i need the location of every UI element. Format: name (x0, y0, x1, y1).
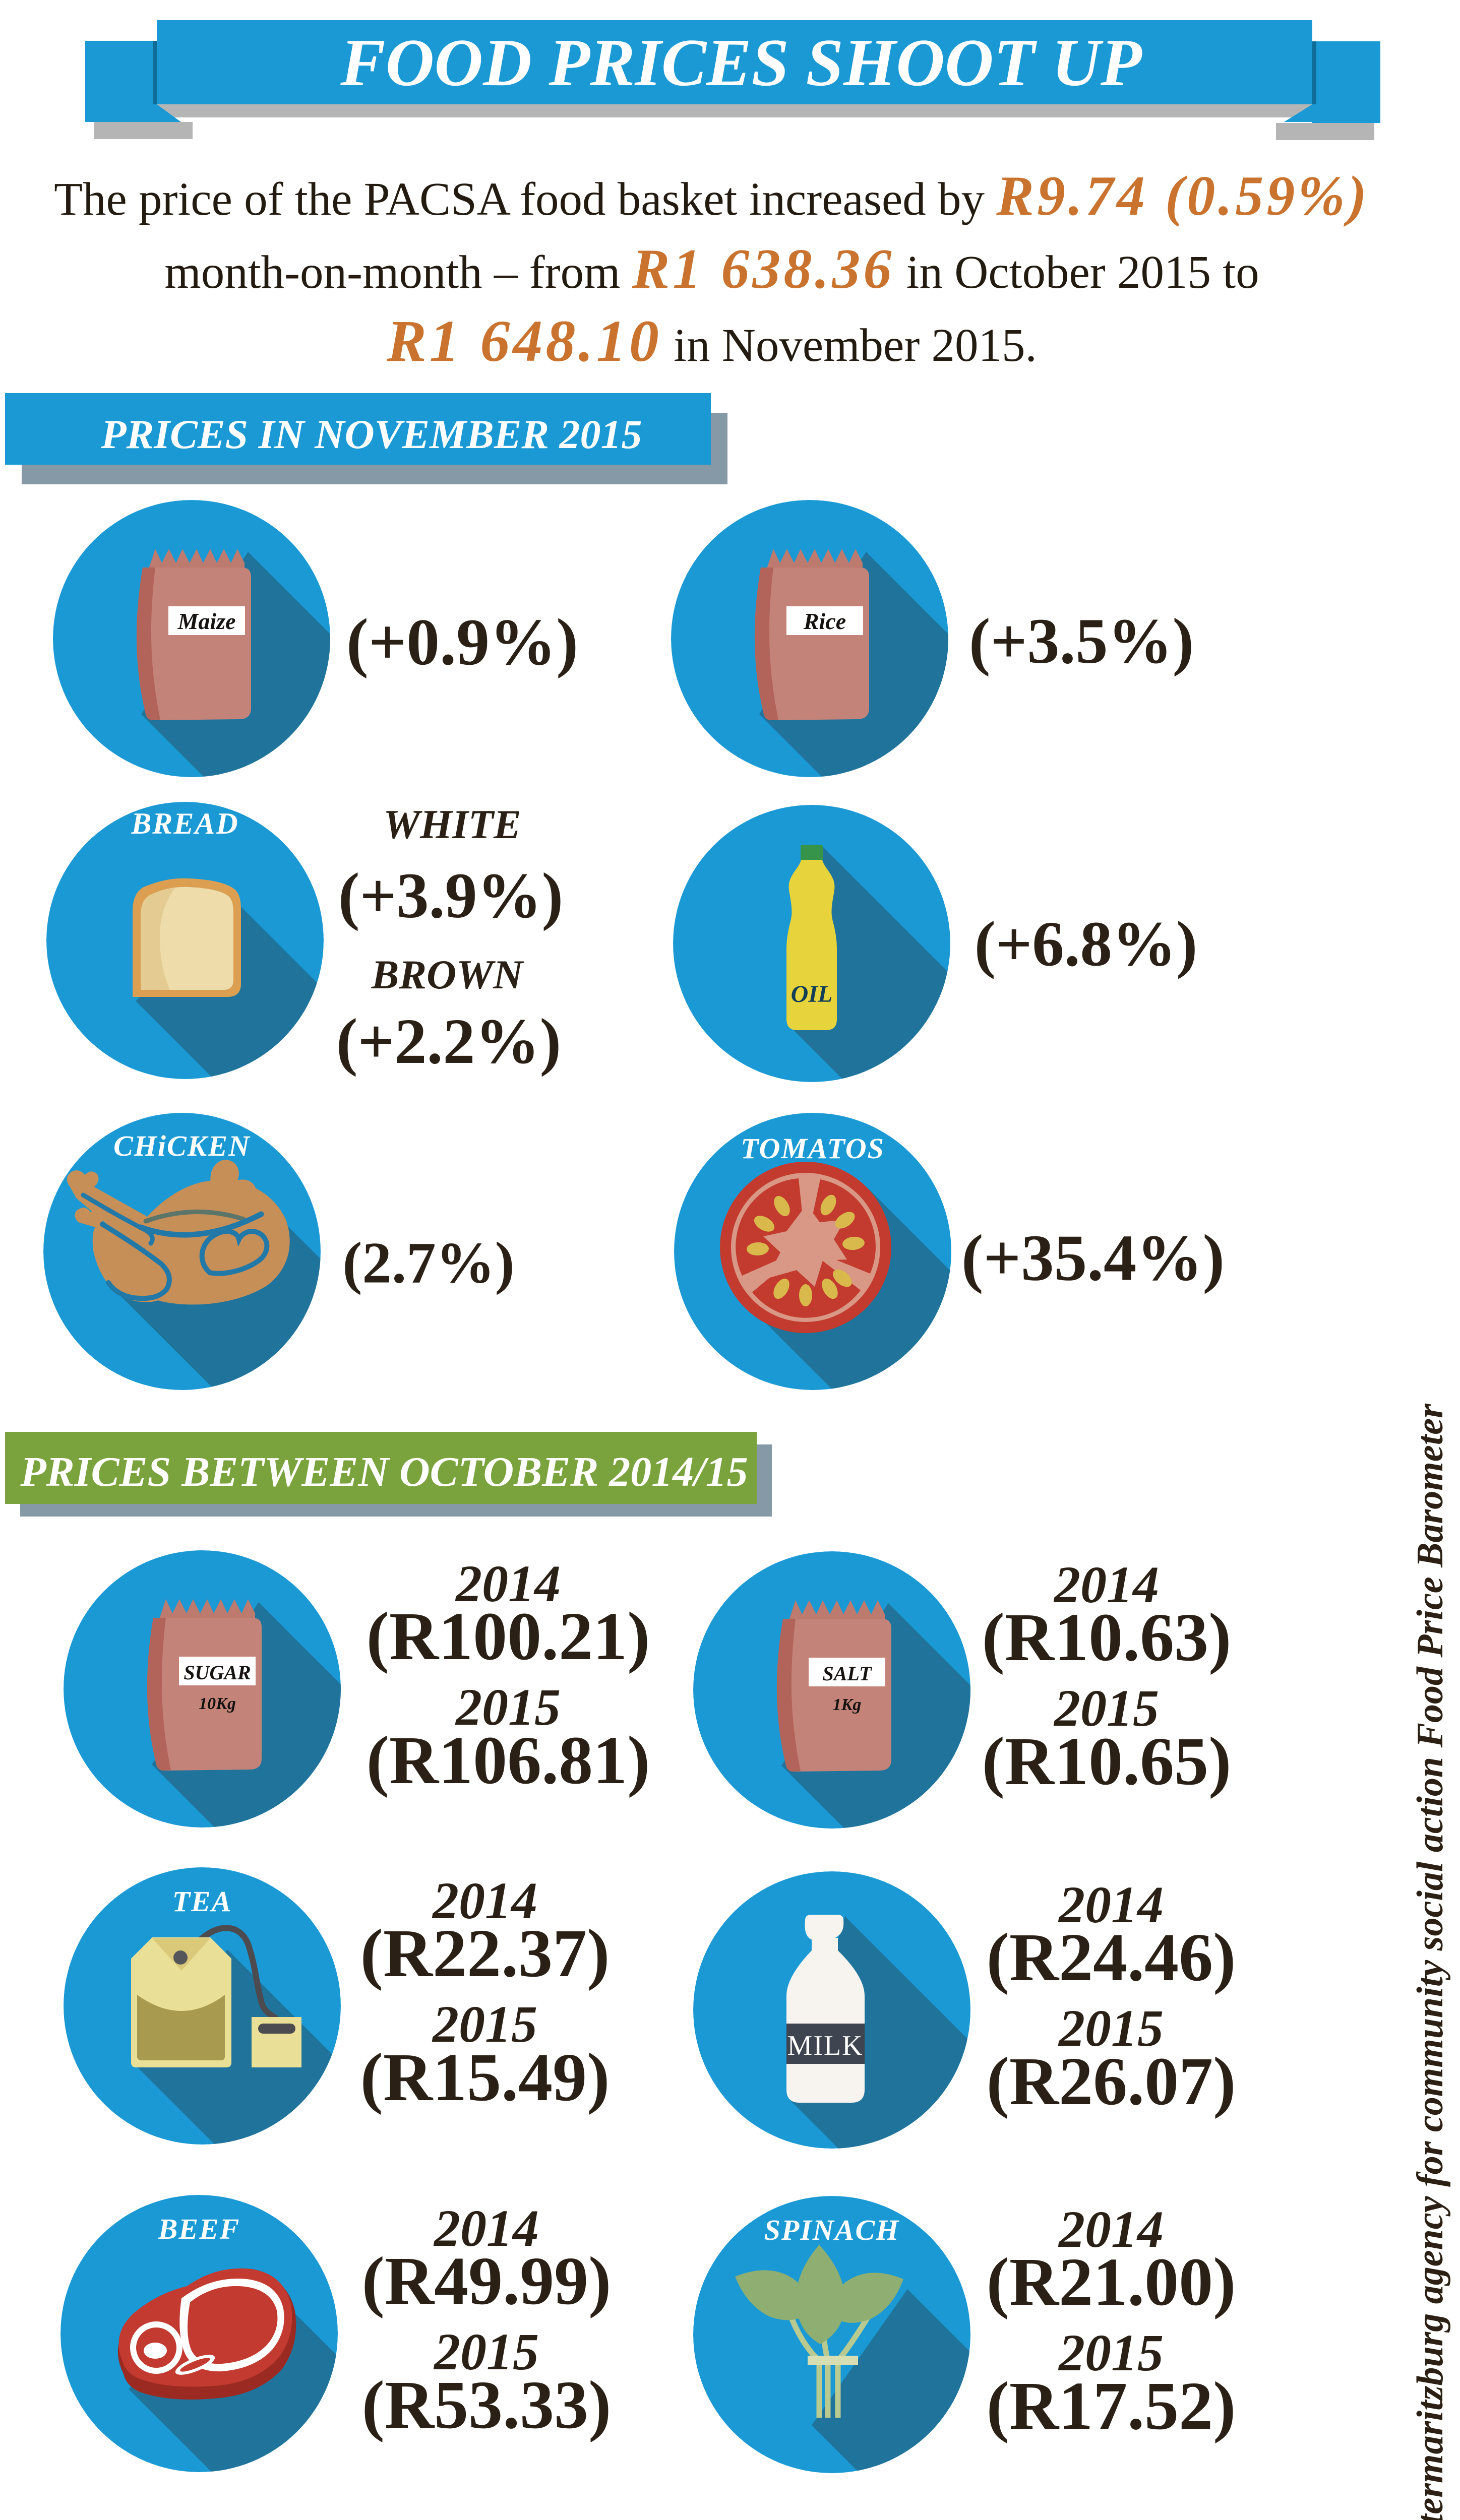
svg-text:OIL: OIL (791, 981, 833, 1007)
svg-text:Rice: Rice (803, 608, 846, 634)
svg-text:MILK: MILK (787, 2030, 863, 2061)
svg-text:1Kg: 1Kg (833, 1695, 862, 1714)
svg-text:Maize: Maize (177, 608, 236, 634)
svg-text:SUGAR: SUGAR (184, 1661, 251, 1684)
svg-text:SALT: SALT (822, 1662, 872, 1685)
svg-text:10Kg: 10Kg (199, 1694, 236, 1713)
